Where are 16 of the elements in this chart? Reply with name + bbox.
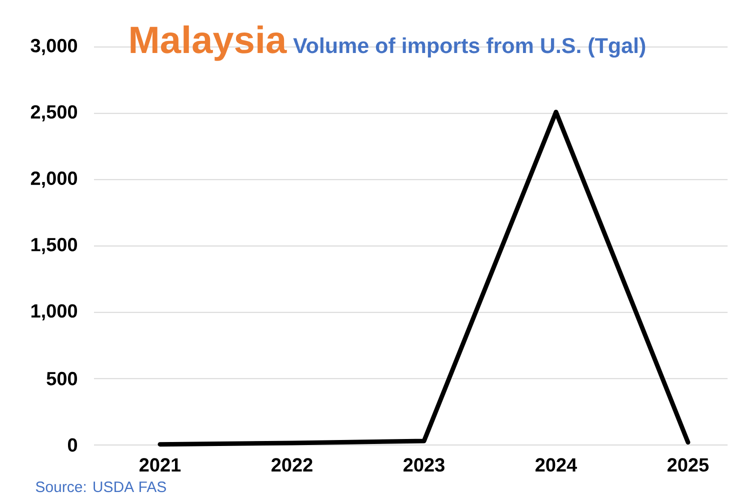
line-series [158, 110, 690, 447]
x-tick-label: 2024 [536, 458, 578, 472]
y-tick-label: 0 [68, 438, 78, 452]
y-tick-label: 1,000 [31, 304, 78, 320]
chart-title: Malaysia [130, 25, 287, 61]
y-tick-label: 1,500 [31, 238, 78, 254]
x-tick-label: 2025 [668, 458, 709, 472]
y-tick-label: 2,500 [30, 105, 78, 122]
x-tick-label: 2021 [140, 458, 181, 472]
x-tick-label: 2023 [404, 458, 444, 472]
y-tick-label: 2,000 [30, 172, 78, 188]
y-tick-label: 500 [46, 372, 78, 386]
chart-subtitle: Volume of imports from U.S. (Tgal) [293, 37, 646, 58]
x-tick-label: 2022 [272, 458, 312, 472]
source-note: Source: USDA FAS [36, 482, 166, 492]
y-tick-label: 3,000 [30, 38, 78, 56]
